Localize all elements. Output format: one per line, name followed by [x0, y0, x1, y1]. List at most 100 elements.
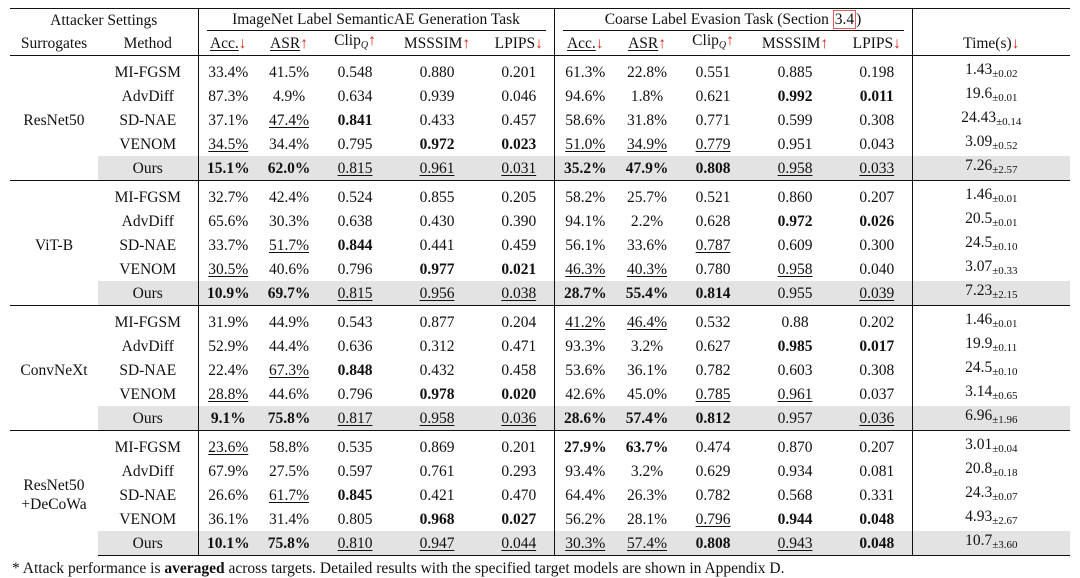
method-label: Ours — [98, 156, 199, 181]
cell-value: 55.4% — [625, 284, 669, 302]
table-cell: 0.207 — [842, 430, 913, 459]
table-cell: 0.885 — [748, 55, 843, 84]
table-row: SD-NAE 37.1% 47.4% 0.841 0.433 0.457 58.6% 31.8… — [10, 108, 1070, 132]
cell-value: 0.031 — [501, 159, 537, 177]
cell-value: 1.46 — [965, 311, 993, 328]
cell-value: 34.5% — [208, 135, 249, 153]
coarse-task-title: Coarse Label Evasion Task (Section 3.4) — [562, 9, 904, 31]
arrow-down-icon: ↓ — [595, 34, 604, 52]
table-cell: 0.782 — [678, 483, 748, 507]
table-cell: 0.880 — [390, 55, 484, 84]
cell-value: 0.870 — [777, 438, 813, 456]
std-dev: ±0.04 — [992, 443, 1018, 455]
cell-value: 0.033 — [859, 159, 895, 177]
cell-value: 0.885 — [777, 63, 813, 81]
header-row-1: Attacker Settings ImageNet Label Semanti… — [10, 8, 1071, 32]
table-cell: 0.048 — [842, 507, 913, 531]
table-cell: 93.3% — [554, 334, 616, 358]
table-cell: 0.308 — [842, 358, 913, 382]
cell-value: 0.331 — [859, 486, 895, 504]
surrogate-label: ResNet50 +DeCoWa — [10, 430, 98, 556]
table-cell: 31.8% — [616, 108, 678, 132]
clip-label: Clip — [334, 32, 361, 49]
table-cell: 0.817 — [320, 406, 390, 431]
arrow-up-icon: ↑ — [368, 32, 376, 49]
table-cell: 0.934 — [748, 459, 842, 483]
table-cell: 0.977 — [390, 257, 484, 281]
table-cell: 75.8% — [258, 406, 320, 431]
table-cell: 0.761 — [390, 459, 484, 483]
cell-value: 75.8% — [267, 409, 311, 427]
method-label: MI-FGSM — [98, 430, 199, 459]
table-cell: 0.043 — [842, 132, 913, 156]
cell-value: 33.4% — [208, 63, 249, 81]
cell-value: 0.300 — [859, 236, 895, 254]
table-cell: 42.6% — [554, 382, 616, 406]
table-cell: 0.972 — [390, 132, 484, 156]
cell-value: 0.961 — [777, 385, 813, 403]
cell-value: 42.6% — [565, 385, 606, 403]
table-cell: 0.603 — [748, 358, 842, 382]
cell-value: 0.815 — [337, 284, 373, 302]
cell-value: 44.6% — [268, 385, 310, 403]
table-cell: 58.2% — [554, 180, 617, 209]
cell-value: 1.8% — [630, 87, 664, 105]
table-cell: 0.597 — [320, 459, 390, 483]
asr-label: ASR — [628, 34, 659, 52]
table-cell: 0.782 — [678, 358, 748, 382]
table-cell: 0.551 — [678, 55, 749, 84]
cell-value: 0.599 — [777, 111, 813, 129]
cell-value: 26.3% — [626, 486, 668, 504]
cell-value: 0.810 — [337, 534, 373, 552]
cell-value: 4.9% — [272, 87, 306, 105]
cell-value: 36.1% — [626, 361, 668, 379]
cell-value: 0.814 — [695, 284, 731, 302]
cell-value: 0.308 — [859, 111, 895, 129]
asr-label: ASR — [270, 34, 301, 52]
table-row: VENOM 34.5% 34.4% 0.795 0.972 0.023 51.0% 34.9%… — [10, 132, 1070, 156]
coarse-task-title-prefix: Coarse Label Evasion Task (Section — [604, 11, 833, 28]
table-cell: 3.2% — [616, 334, 678, 358]
table-cell: 0.441 — [390, 233, 484, 257]
table-cell: 28.7% — [554, 281, 617, 306]
table-cell: 0.037 — [842, 382, 913, 406]
std-dev: ±0.65 — [992, 390, 1018, 402]
table-cell: 1.8% — [616, 84, 678, 108]
table-cell: 22.4% — [198, 358, 258, 382]
arrow-up-icon: ↑ — [820, 34, 829, 52]
cell-value: 0.848 — [337, 361, 373, 379]
section-reference-link[interactable]: 3.4 — [832, 10, 857, 29]
table-cell: 0.011 — [842, 84, 913, 108]
table-cell: 47.9% — [616, 156, 679, 181]
cell-value: 0.039 — [859, 284, 895, 302]
cell-value: 0.841 — [337, 111, 373, 129]
table-cell: 7.23±2.15 — [912, 281, 1071, 306]
table-cell: 0.636 — [320, 334, 390, 358]
std-dev: ±0.33 — [992, 265, 1018, 277]
cell-value: 27.5% — [268, 462, 310, 480]
table-cell: 67.3% — [258, 358, 320, 382]
cell-value: 0.958 — [419, 409, 455, 427]
table-cell: 20.5±0.01 — [912, 209, 1070, 233]
cell-value: 0.568 — [777, 486, 813, 504]
method-label: SD-NAE — [98, 233, 199, 257]
cell-value: 0.972 — [777, 212, 813, 230]
table-cell: 57.4% — [616, 406, 679, 431]
cell-value: 58.6% — [565, 111, 606, 129]
table-cell: 0.474 — [678, 430, 749, 459]
table-cell: 1.46±0.01 — [912, 305, 1071, 334]
table-cell: 56.1% — [554, 233, 616, 257]
cell-value: 3.2% — [630, 337, 664, 355]
table-cell: 0.627 — [678, 334, 748, 358]
std-dev: ±1.96 — [992, 414, 1018, 426]
time-header-blank — [912, 9, 1070, 32]
cell-value: 0.978 — [419, 385, 455, 403]
table-cell: 0.621 — [678, 84, 748, 108]
cell-value: 0.634 — [337, 87, 373, 105]
method-label: AdvDiff — [98, 84, 199, 108]
cell-value: 0.048 — [859, 534, 895, 552]
cell-value: 0.855 — [419, 188, 455, 206]
cell-value: 0.459 — [501, 236, 537, 254]
cell-value: 0.207 — [859, 188, 895, 206]
std-dev: ±0.10 — [992, 366, 1018, 378]
